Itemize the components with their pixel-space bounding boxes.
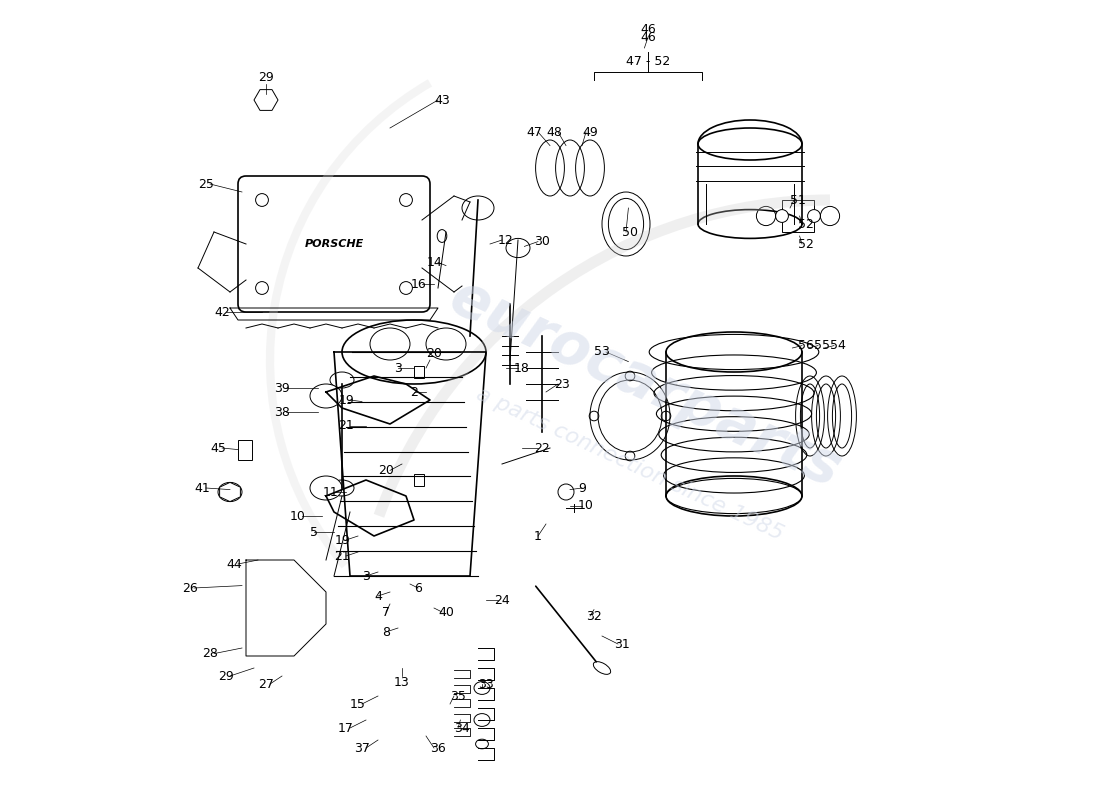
Text: 9: 9	[578, 482, 586, 494]
Text: eurocarparts: eurocarparts	[441, 268, 850, 500]
Text: 21: 21	[334, 550, 350, 562]
Text: 10: 10	[290, 510, 306, 522]
Text: 5: 5	[310, 526, 318, 538]
Text: 37: 37	[354, 742, 370, 754]
Bar	[414, 474, 424, 486]
Text: 46: 46	[640, 31, 656, 44]
Text: 45: 45	[210, 442, 225, 454]
Text: 16: 16	[410, 278, 426, 290]
Text: 11: 11	[322, 486, 338, 498]
Text: 46: 46	[640, 23, 657, 36]
Text: 1: 1	[535, 530, 542, 542]
Text: 21: 21	[339, 419, 354, 432]
Text: PORSCHE: PORSCHE	[305, 239, 364, 249]
Polygon shape	[254, 90, 278, 110]
Ellipse shape	[310, 476, 342, 500]
FancyBboxPatch shape	[238, 176, 430, 312]
Text: 29: 29	[258, 71, 274, 84]
Text: 34: 34	[454, 722, 470, 734]
Text: 50: 50	[621, 226, 638, 238]
Text: 14: 14	[427, 256, 442, 269]
Bar	[414, 366, 424, 378]
Text: 4: 4	[374, 590, 382, 602]
Text: 3: 3	[394, 362, 402, 374]
Text: 49: 49	[582, 126, 597, 138]
Text: 41: 41	[195, 482, 210, 494]
Text: 20: 20	[426, 347, 442, 360]
Text: 54: 54	[830, 339, 846, 352]
Text: 25: 25	[198, 178, 214, 190]
Text: 2: 2	[410, 386, 418, 398]
Text: 47 - 52: 47 - 52	[626, 55, 670, 68]
Text: a parts connection since 1985: a parts connection since 1985	[473, 384, 786, 544]
Text: 13: 13	[394, 676, 410, 689]
Text: 29: 29	[218, 670, 234, 682]
Text: 6: 6	[414, 582, 422, 594]
Text: 27: 27	[258, 678, 274, 690]
Text: 32: 32	[586, 610, 602, 622]
Text: 22: 22	[534, 442, 550, 454]
Ellipse shape	[776, 210, 789, 222]
Text: 53: 53	[594, 346, 610, 358]
Text: 17: 17	[338, 722, 354, 734]
Text: 40: 40	[438, 606, 454, 618]
Ellipse shape	[218, 482, 242, 502]
Ellipse shape	[256, 90, 276, 110]
Text: 52: 52	[798, 238, 814, 250]
Text: 8: 8	[382, 626, 390, 638]
Text: 24: 24	[494, 594, 509, 606]
Text: 12: 12	[498, 234, 514, 246]
Text: 10: 10	[578, 499, 594, 512]
Text: 3: 3	[362, 570, 370, 582]
Text: 19: 19	[339, 394, 354, 406]
Text: 56: 56	[798, 339, 814, 352]
Text: 26: 26	[183, 582, 198, 594]
Text: 38: 38	[274, 406, 290, 418]
Ellipse shape	[310, 384, 342, 408]
Text: 33: 33	[478, 678, 494, 690]
Text: 43: 43	[434, 94, 450, 106]
Text: 42: 42	[214, 306, 230, 318]
Text: 30: 30	[534, 235, 550, 248]
Text: 48: 48	[546, 126, 562, 138]
Text: 19: 19	[334, 534, 350, 546]
Text: 15: 15	[350, 698, 366, 710]
Text: 39: 39	[274, 382, 290, 394]
FancyBboxPatch shape	[238, 440, 252, 460]
Text: 44: 44	[227, 558, 242, 570]
Text: 47: 47	[526, 126, 542, 138]
Text: 36: 36	[430, 742, 446, 754]
Text: 7: 7	[382, 606, 390, 618]
Text: 52: 52	[798, 218, 814, 230]
Text: 28: 28	[202, 647, 218, 660]
Text: 35: 35	[450, 690, 466, 702]
Ellipse shape	[807, 210, 821, 222]
Text: 55: 55	[814, 339, 830, 352]
Text: 51: 51	[790, 194, 806, 206]
Text: 20: 20	[378, 464, 394, 477]
Polygon shape	[220, 482, 241, 502]
Text: 18: 18	[514, 362, 530, 374]
Text: 23: 23	[554, 378, 570, 390]
Text: 31: 31	[614, 638, 629, 650]
